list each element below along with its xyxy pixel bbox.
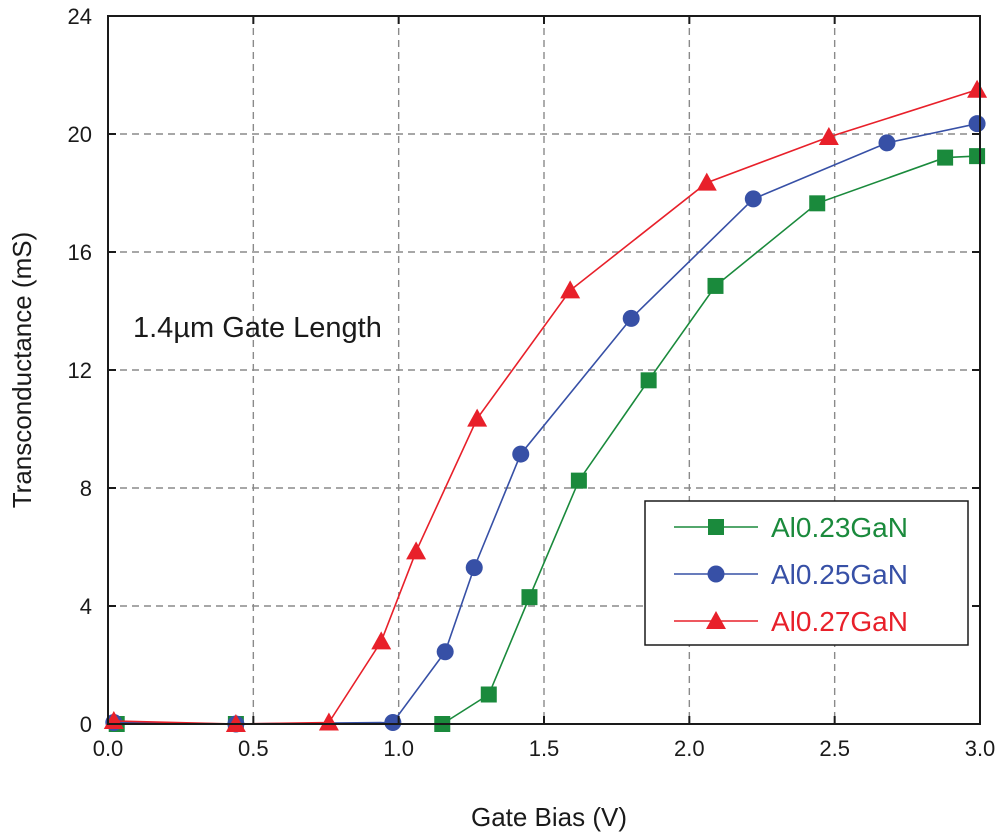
legend-item-al0-25gan: Al0.25GaN: [674, 559, 908, 590]
data-point-al0-23gan: [969, 148, 986, 165]
data-point-al0-27gan: [560, 280, 581, 299]
data-point-al0-27gan: [467, 408, 488, 427]
data-point-al0-23gan: [480, 686, 497, 703]
y-tick-label: 16: [68, 240, 92, 265]
y-tick-label: 4: [80, 594, 92, 619]
legend-label: Al0.23GaN: [771, 512, 908, 543]
data-point-al0-27gan: [406, 541, 427, 560]
data-point-al0-25gan: [968, 115, 986, 133]
legend-label: Al0.25GaN: [771, 559, 908, 590]
data-point-al0-25gan: [622, 309, 640, 327]
data-point-al0-25gan: [744, 190, 762, 208]
data-point-al0-25gan: [878, 134, 896, 152]
legend-item-al0-23gan: Al0.23GaN: [674, 512, 908, 543]
data-point-al0-27gan: [318, 712, 339, 731]
x-tick-label: 3.0: [965, 736, 996, 761]
data-point-al0-27gan: [696, 172, 717, 191]
data-point-al0-23gan: [640, 372, 657, 389]
data-point-al0-23gan: [570, 472, 587, 489]
data-point-al0-23gan: [809, 195, 826, 212]
data-point-al0-23gan: [521, 589, 538, 606]
x-axis-title: Gate Bias (V): [471, 802, 627, 832]
data-point-al0-23gan: [937, 149, 954, 166]
annotation-gate-length: 1.4µm Gate Length: [133, 312, 382, 344]
data-point-al0-25gan: [465, 559, 483, 577]
x-tick-label: 2.5: [819, 736, 850, 761]
x-tick-label: 2.0: [674, 736, 705, 761]
legend-marker: [708, 519, 724, 535]
x-tick-label: 1.0: [383, 736, 414, 761]
legend-marker: [707, 565, 725, 583]
data-point-al0-23gan: [707, 277, 724, 294]
legend-marker: [706, 611, 726, 629]
y-tick-label: 20: [68, 122, 92, 147]
data-point-al0-27gan: [818, 126, 839, 145]
data-point-al0-25gan: [512, 445, 530, 463]
y-tick-label: 24: [68, 4, 92, 29]
y-axis-title: Transconductance (mS): [7, 232, 37, 508]
legend: Al0.23GaN Al0.25GaN Al0.27GaN: [644, 500, 969, 646]
y-tick-label: 0: [80, 712, 92, 737]
x-tick-label: 0.5: [238, 736, 269, 761]
axis-ticks: 0.0 0.5 1.0 1.5 2.0 2.5 3.0 0 4 8 12 16 20 24: [68, 4, 996, 761]
legend-item-al0-27gan: Al0.27GaN: [674, 606, 908, 637]
y-tick-label: 12: [68, 358, 92, 383]
data-point-al0-27gan: [967, 79, 988, 98]
data-point-al0-25gan: [384, 714, 402, 732]
data-point-al0-25gan: [436, 643, 454, 661]
data-point-al0-27gan: [371, 631, 392, 650]
legend-label: Al0.27GaN: [771, 606, 908, 637]
x-tick-label: 1.5: [529, 736, 560, 761]
y-tick-label: 8: [80, 476, 92, 501]
x-tick-label: 0.0: [93, 736, 124, 761]
